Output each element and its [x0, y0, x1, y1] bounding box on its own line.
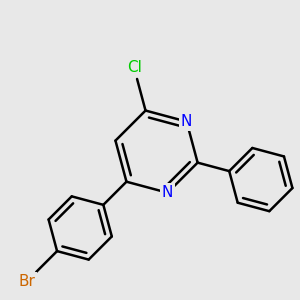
- Text: Br: Br: [19, 274, 35, 289]
- Text: Cl: Cl: [127, 60, 142, 75]
- Text: N: N: [162, 185, 173, 200]
- Text: N: N: [181, 114, 192, 129]
